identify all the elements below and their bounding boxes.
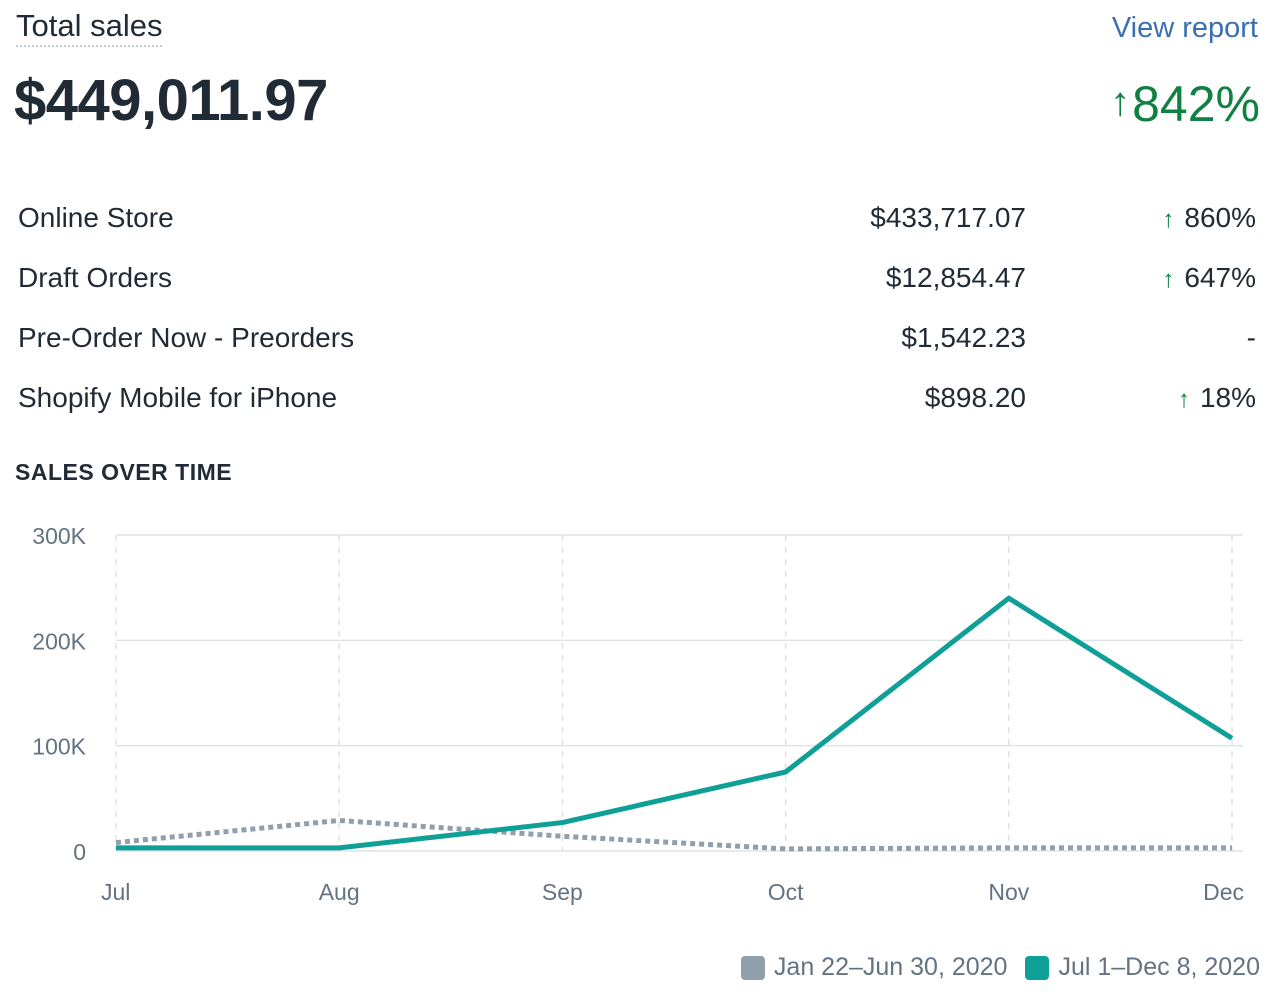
arrow-up-icon: ↑: [1110, 80, 1131, 124]
table-row: Pre-Order Now - Preorders $1,542.23 -: [18, 308, 1256, 368]
total-sales-change: ↑842%: [1110, 72, 1260, 134]
x-tick-label: Jul: [101, 879, 130, 905]
x-tick-label: Oct: [768, 879, 804, 905]
table-row: Draft Orders $12,854.47 ↑ 647%: [18, 248, 1256, 308]
channel-name: Online Store: [18, 202, 174, 233]
previous-period-line: [115, 817, 1232, 852]
arrow-up-icon: ↑: [1162, 266, 1175, 293]
channel-amount: $898.20: [924, 382, 1026, 413]
x-tick-label: Nov: [988, 879, 1029, 905]
channel-change: ↑ 860%: [1026, 188, 1256, 248]
total-change-percent: 842%: [1132, 76, 1260, 132]
channel-amount: $12,854.47: [885, 262, 1026, 293]
channel-change-value: 18%: [1199, 382, 1256, 413]
channel-change: -: [1026, 308, 1256, 368]
sales-breakdown-table: Online Store $433,717.07 ↑ 860% Draft Ord…: [18, 188, 1256, 428]
chart-legend: Jan 22–Jun 30, 2020 Jul 1–Dec 8, 2020: [723, 953, 1260, 982]
legend-item-previous-period[interactable]: Jan 22–Jun 30, 2020: [740, 953, 1008, 982]
channel-change: ↑ 18%: [1026, 368, 1256, 428]
x-tick-label: Aug: [319, 879, 360, 905]
total-sales-value: $449,011.97: [14, 68, 328, 133]
y-tick-label: 200K: [32, 628, 86, 654]
chart-section-title: SALES OVER TIME: [15, 459, 233, 485]
y-tick-label: 0: [73, 839, 86, 865]
legend-swatch-current: [1025, 955, 1050, 980]
channel-name: Pre-Order Now - Preorders: [18, 322, 355, 353]
y-tick-label: 300K: [32, 523, 86, 549]
channel-name: Shopify Mobile for iPhone: [18, 382, 338, 413]
channel-amount: $1,542.23: [901, 322, 1026, 353]
legend-swatch-previous: [740, 955, 765, 980]
channel-name: Draft Orders: [18, 262, 173, 293]
channel-amount: $433,717.07: [870, 202, 1026, 233]
view-report-link[interactable]: View report: [1111, 12, 1258, 44]
channel-change-value: -: [1246, 322, 1256, 353]
arrow-up-icon: ↑: [1177, 386, 1190, 413]
table-row: Online Store $433,717.07 ↑ 860%: [18, 188, 1256, 248]
sales-over-time-chart: 0 100K 200K 300K Jul Aug Sep Oct Nov Dec: [32, 523, 1244, 905]
legend-item-current-period[interactable]: Jul 1–Dec 8, 2020: [1025, 953, 1260, 982]
current-period-line: [116, 595, 1234, 851]
channel-change-value: 860%: [1184, 202, 1256, 233]
x-tick-label: Sep: [542, 879, 583, 905]
arrow-up-icon: ↑: [1162, 206, 1175, 233]
legend-label-previous: Jan 22–Jun 30, 2020: [773, 953, 1008, 981]
table-row: Shopify Mobile for iPhone $898.20 ↑ 18%: [18, 368, 1256, 428]
x-tick-label: Dec: [1203, 879, 1244, 905]
legend-label-current: Jul 1–Dec 8, 2020: [1058, 953, 1260, 981]
y-tick-label: 100K: [32, 734, 86, 760]
total-sales-title: Total sales: [16, 8, 163, 47]
channel-change-value: 647%: [1184, 262, 1256, 293]
channel-change: ↑ 647%: [1026, 248, 1256, 308]
